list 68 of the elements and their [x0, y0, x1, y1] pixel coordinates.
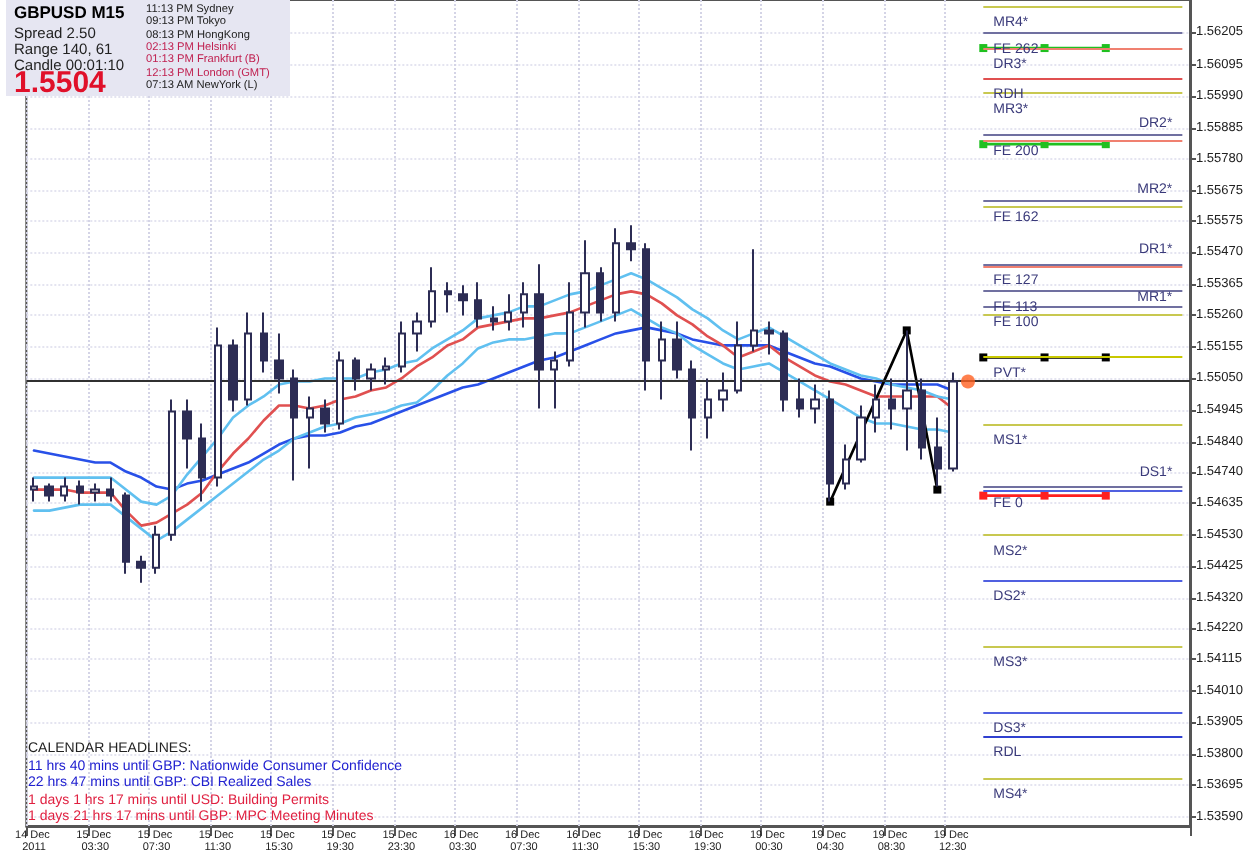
candlestick [704, 377, 712, 440]
candlestick [490, 305, 498, 332]
candlestick [444, 281, 452, 314]
point [979, 491, 988, 500]
candlestick [550, 350, 558, 410]
candlestick [520, 281, 528, 329]
point [933, 485, 942, 494]
candlestick [902, 329, 912, 452]
candlestick [90, 482, 100, 503]
candlestick [122, 491, 130, 575]
candlestick [750, 248, 758, 353]
candlestick [826, 389, 834, 503]
point [1101, 491, 1110, 500]
candlestick [642, 242, 650, 392]
candlestick [580, 239, 590, 329]
candlestick [352, 356, 360, 392]
candlestick [382, 356, 390, 386]
candlestick [198, 422, 206, 503]
candlestick [948, 371, 958, 473]
candlestick [888, 377, 896, 431]
candlestick [504, 293, 512, 332]
candlestick [596, 266, 604, 323]
chart-title: GBPUSD M15 [14, 2, 125, 22]
candlestick [734, 320, 742, 395]
candlestick [688, 359, 696, 452]
candlestick [764, 320, 774, 356]
candlestick [796, 377, 804, 419]
candlestick [428, 266, 436, 329]
line-series [32, 326, 954, 491]
candlestick [780, 329, 788, 413]
candlestick [152, 524, 160, 575]
candlestick [366, 362, 376, 392]
candlestick [336, 350, 344, 431]
candlestick [168, 398, 176, 542]
candlestick [658, 320, 666, 401]
candlestick [458, 284, 468, 317]
candlestick [274, 332, 284, 395]
candlestick [856, 404, 866, 464]
candlestick [872, 383, 880, 434]
candlestick [810, 383, 820, 425]
candlestick [398, 320, 406, 374]
candlestick [842, 443, 850, 491]
candlestick [612, 227, 620, 323]
candlestick [44, 482, 54, 503]
candlestick [136, 554, 146, 584]
candlestick [566, 281, 574, 368]
point [1040, 491, 1049, 500]
candlestick [290, 368, 298, 482]
candlestick [320, 398, 330, 434]
candlestick [76, 479, 84, 506]
candlestick [106, 476, 114, 503]
candlestick [412, 311, 422, 353]
candlestick [30, 476, 38, 503]
candlestick [918, 377, 926, 461]
candlestick [718, 371, 728, 413]
candlestick [228, 338, 238, 413]
candlestick [672, 320, 682, 380]
candlestick [306, 395, 314, 470]
candlestick [474, 281, 482, 329]
candlestick [260, 311, 268, 374]
candlestick [626, 224, 636, 263]
candlestick [534, 263, 544, 410]
candlestick [214, 326, 222, 488]
candlestick [60, 476, 68, 503]
point [961, 374, 975, 389]
line-series [32, 272, 954, 506]
candlestick [182, 398, 192, 470]
candlestick [244, 311, 252, 407]
